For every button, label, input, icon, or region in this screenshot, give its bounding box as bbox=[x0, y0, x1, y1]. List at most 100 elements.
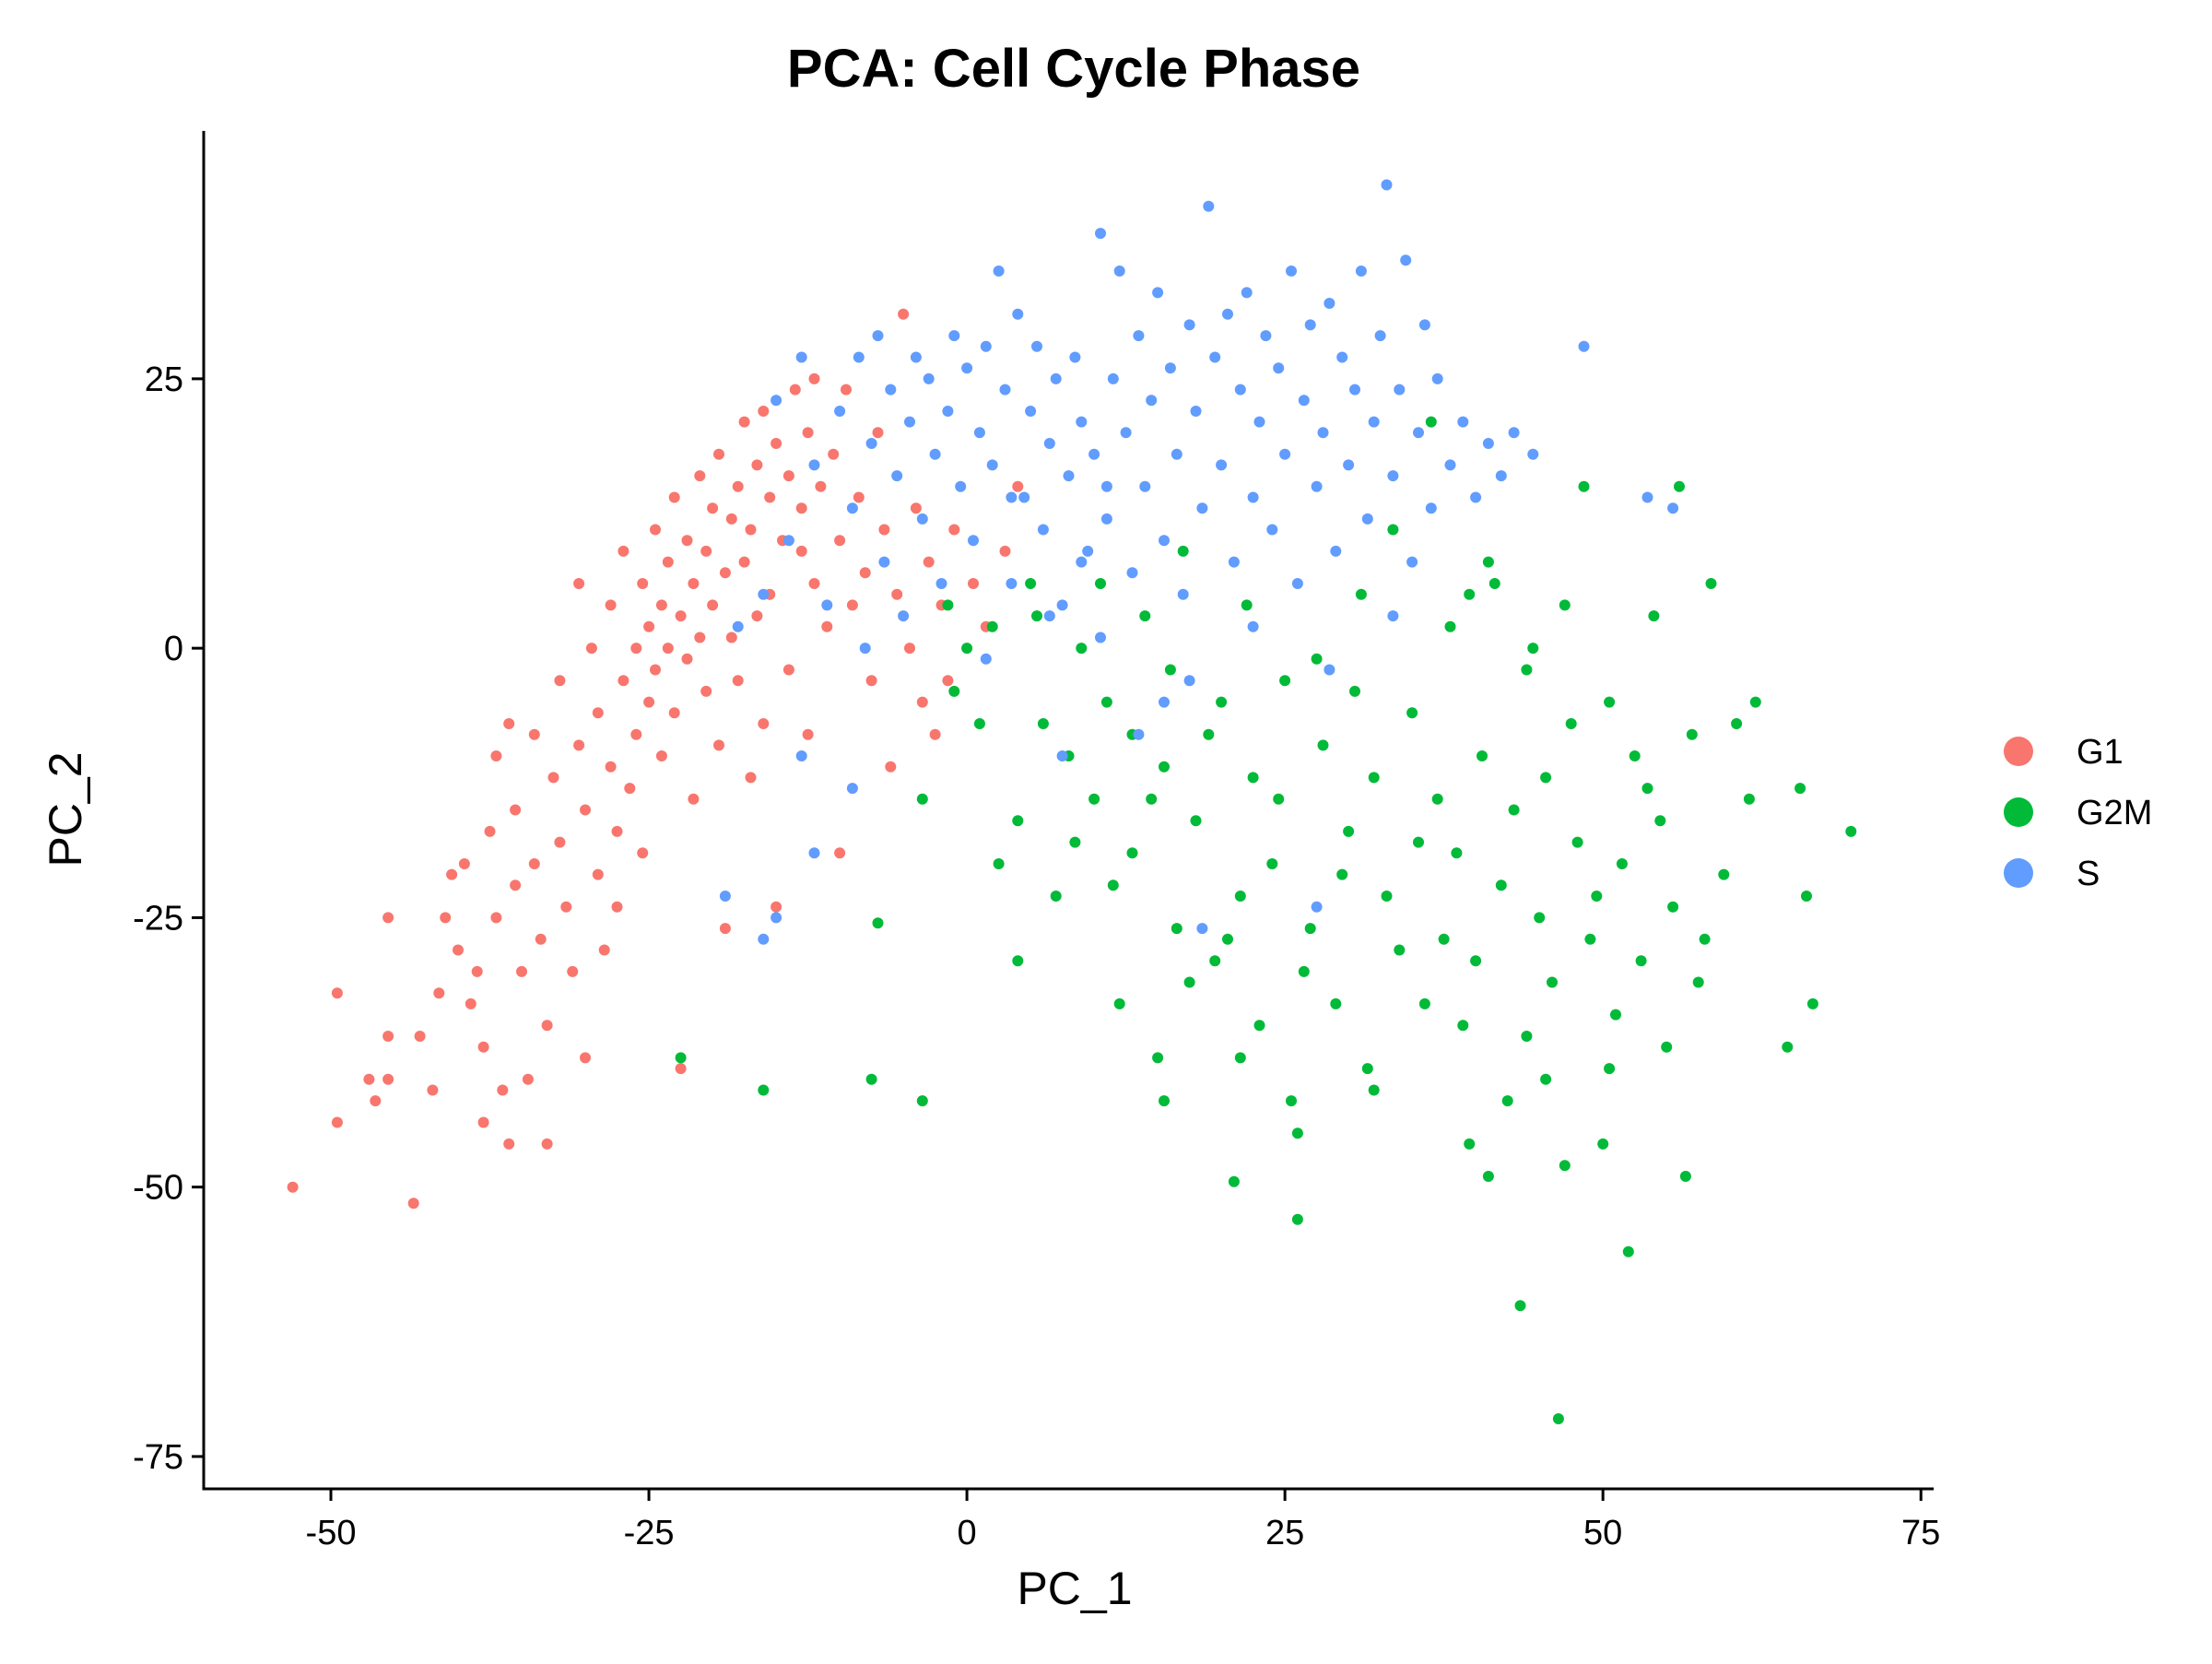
point-g2m bbox=[1418, 997, 1430, 1009]
point-g1 bbox=[605, 599, 617, 611]
point-s bbox=[853, 351, 865, 363]
point-s bbox=[846, 783, 858, 795]
point-g1 bbox=[528, 858, 540, 869]
point-s bbox=[1527, 448, 1539, 460]
point-g1 bbox=[878, 524, 890, 536]
point-s bbox=[1006, 578, 1018, 589]
point-g1 bbox=[891, 588, 903, 600]
legend-label-s: S bbox=[2077, 855, 2100, 893]
point-g2m bbox=[1311, 653, 1323, 665]
point-g1 bbox=[732, 480, 744, 492]
point-g1 bbox=[668, 491, 680, 503]
point-g2m bbox=[1495, 879, 1507, 891]
point-g2m bbox=[1349, 685, 1360, 697]
point-s bbox=[1374, 330, 1386, 342]
point-s bbox=[1304, 319, 1316, 331]
point-s bbox=[1006, 491, 1018, 503]
point-g1 bbox=[414, 1031, 426, 1042]
point-g1 bbox=[503, 718, 515, 729]
point-g1 bbox=[713, 448, 724, 460]
point-s bbox=[1159, 696, 1170, 708]
point-s bbox=[1031, 340, 1042, 352]
chart-title: PCA: Cell Cycle Phase bbox=[787, 39, 1360, 99]
point-g2m bbox=[1578, 480, 1590, 492]
point-g2m bbox=[1482, 1171, 1494, 1182]
point-g1 bbox=[618, 675, 629, 687]
point-g2m bbox=[1692, 976, 1704, 988]
point-s bbox=[859, 643, 871, 655]
point-s bbox=[1100, 480, 1112, 492]
point-s bbox=[1037, 524, 1049, 536]
point-s bbox=[872, 330, 884, 342]
point-g2m bbox=[1521, 1031, 1533, 1042]
point-s bbox=[1298, 395, 1310, 407]
point-s bbox=[1387, 610, 1399, 622]
point-s bbox=[1457, 416, 1469, 428]
point-g2m bbox=[1597, 1138, 1609, 1150]
x-tick-label: -25 bbox=[624, 1514, 675, 1552]
point-s bbox=[1100, 513, 1112, 525]
point-g2m bbox=[1076, 643, 1088, 655]
point-g2m bbox=[1368, 772, 1380, 784]
point-g1 bbox=[662, 556, 674, 568]
x-tick-label: 0 bbox=[958, 1514, 977, 1552]
point-g2m bbox=[1540, 1073, 1552, 1085]
point-g1 bbox=[490, 912, 502, 924]
point-g1 bbox=[477, 1116, 489, 1128]
point-s bbox=[1431, 372, 1443, 384]
point-g1 bbox=[624, 783, 636, 795]
point-s bbox=[834, 406, 846, 417]
point-s bbox=[1177, 588, 1189, 600]
point-s bbox=[1253, 416, 1265, 428]
point-g1 bbox=[446, 868, 458, 880]
point-s bbox=[980, 653, 992, 665]
point-g2m bbox=[675, 1052, 687, 1064]
point-g1 bbox=[898, 308, 910, 320]
point-s bbox=[986, 459, 998, 471]
point-s bbox=[1508, 427, 1520, 439]
point-g2m bbox=[1012, 955, 1024, 967]
point-s bbox=[771, 395, 782, 407]
point-g1 bbox=[598, 944, 610, 956]
point-g1 bbox=[885, 761, 897, 773]
point-g1 bbox=[904, 643, 915, 655]
point-g1 bbox=[554, 675, 566, 687]
point-s bbox=[1025, 406, 1037, 417]
point-g2m bbox=[1241, 599, 1253, 611]
point-s bbox=[1234, 384, 1246, 395]
point-g1 bbox=[484, 825, 496, 837]
point-s bbox=[1056, 599, 1068, 611]
point-s bbox=[1413, 427, 1424, 439]
point-s bbox=[1095, 228, 1106, 240]
point-s bbox=[1418, 319, 1430, 331]
x-tick-label: 50 bbox=[1583, 1514, 1622, 1552]
point-g2m bbox=[1540, 772, 1552, 784]
point-g1 bbox=[968, 578, 979, 589]
point-s bbox=[1050, 372, 1062, 384]
point-g2m bbox=[1457, 1020, 1469, 1032]
point-g1 bbox=[738, 416, 750, 428]
point-g2m bbox=[1845, 825, 1857, 837]
point-s bbox=[1667, 502, 1679, 514]
point-g1 bbox=[382, 1031, 394, 1042]
point-g2m bbox=[916, 793, 928, 805]
point-g1 bbox=[630, 643, 642, 655]
point-g1 bbox=[453, 944, 464, 956]
point-g2m bbox=[1234, 1052, 1246, 1064]
point-g1 bbox=[331, 1116, 343, 1128]
point-g2m bbox=[942, 599, 954, 611]
point-g1 bbox=[828, 448, 840, 460]
point-g2m bbox=[1470, 955, 1482, 967]
point-g1 bbox=[637, 847, 649, 859]
point-s bbox=[1266, 524, 1278, 536]
point-s bbox=[973, 427, 985, 439]
point-g1 bbox=[547, 772, 559, 784]
point-g1 bbox=[834, 535, 846, 547]
point-s bbox=[1291, 578, 1303, 589]
point-g1 bbox=[458, 858, 470, 869]
point-s bbox=[1247, 620, 1259, 632]
point-s bbox=[1126, 567, 1138, 579]
point-g1 bbox=[841, 384, 852, 395]
point-g1 bbox=[694, 470, 706, 482]
point-s bbox=[910, 351, 922, 363]
